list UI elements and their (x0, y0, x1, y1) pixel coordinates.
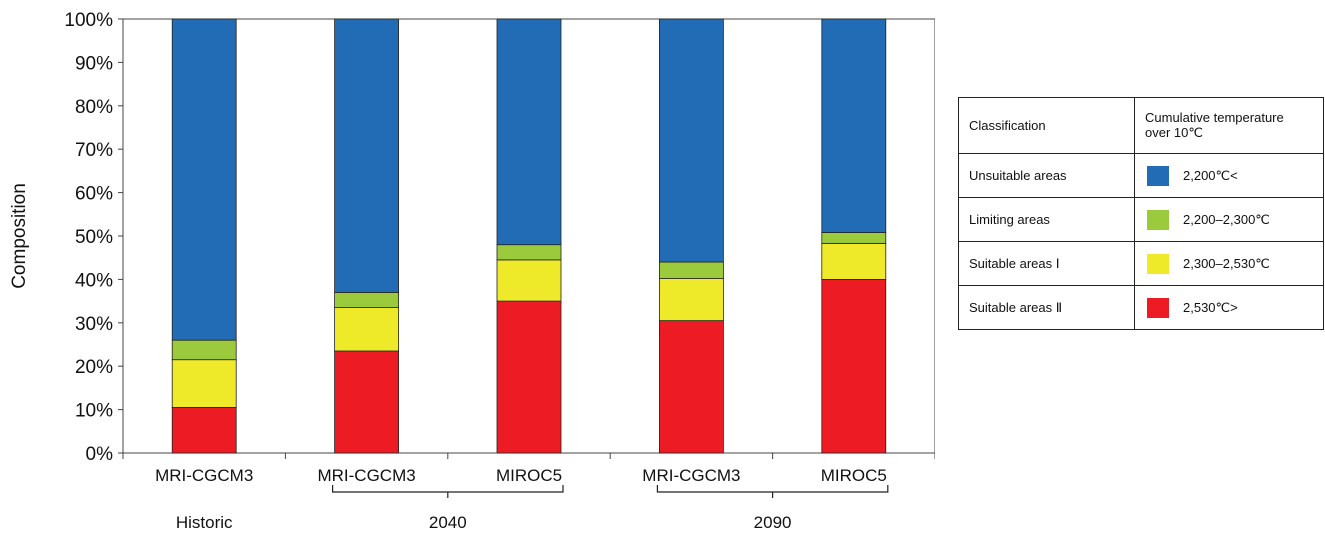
bar-segment (821, 242, 887, 280)
bar-segment (659, 278, 724, 322)
period-label: Historic (176, 513, 233, 532)
y-tick-label: 40% (75, 270, 113, 291)
legend-swatch-suitable-1 (1147, 253, 1169, 274)
bar-segment (171, 339, 237, 361)
bar-segment (659, 261, 724, 279)
bar-segment (334, 350, 400, 454)
legend-swatch-limiting (1147, 209, 1169, 230)
category-label: MRI-CGCM3 (317, 466, 415, 485)
legend-header-temperature-line2: over 10℃ (1145, 125, 1203, 140)
legend-row-name: Limiting areas (958, 197, 1135, 242)
bar-segment (171, 407, 237, 454)
y-tick-label: 100% (64, 10, 113, 31)
y-tick-label: 70% (75, 140, 113, 161)
legend-header-classification: Classification (958, 97, 1135, 154)
period-bracket (656, 485, 889, 498)
legend-row-name: Suitable areas Ⅰ (958, 241, 1135, 286)
bar-segment (496, 300, 562, 454)
legend-row-range: 2,300–2,530℃ (1183, 255, 1270, 271)
legend-row-range: 2,200℃< (1183, 167, 1238, 183)
bar-segment (334, 18, 400, 293)
legend-swatch-unsuitable (1147, 165, 1169, 186)
bar-segment (821, 278, 887, 454)
bar-segment (171, 18, 237, 341)
legend-header-temperature: Cumulative temperature over 10℃ (1134, 97, 1324, 154)
legend-row-unsuitable: Unsuitable areas 2,200℃< (958, 153, 1324, 198)
legend-row-suitable-1: Suitable areas Ⅰ 2,300–2,530℃ (958, 241, 1324, 286)
y-tick-label: 80% (75, 97, 113, 118)
bar-segment (496, 18, 562, 246)
category-label: MRI-CGCM3 (155, 466, 253, 485)
category-label: MRI-CGCM3 (642, 466, 740, 485)
legend-row-range: 2,200–2,300℃ (1183, 211, 1270, 227)
bar-segment (821, 232, 887, 244)
bar-segment (821, 18, 887, 233)
legend-row-name: Unsuitable areas (958, 153, 1135, 198)
legend-row-name: Suitable areas Ⅱ (958, 285, 1135, 330)
category-label: MIROC5 (496, 466, 562, 485)
legend-row-limiting: Limiting areas 2,200–2,300℃ (958, 197, 1324, 242)
period-label: 2090 (754, 513, 792, 532)
stacked-bar-chart: 0% 10% 20% 30% 40% 50% 60% 70% 80% 90% 100% Composi… (9, 10, 935, 532)
bar-segment (334, 307, 400, 352)
legend-row-range-cell: 2,530℃> (1134, 285, 1324, 330)
y-tick-label: 20% (75, 357, 113, 378)
legend-header-temperature-line1: Cumulative temperature (1145, 110, 1284, 125)
bar-segment (496, 259, 562, 302)
period-bracket (332, 485, 564, 498)
bar-segment (496, 244, 562, 261)
y-tick-label: 10% (75, 401, 113, 422)
legend-swatch-suitable-2 (1147, 297, 1169, 318)
bar-segment (659, 320, 724, 454)
y-tick-label: 50% (75, 227, 113, 248)
y-tick-label: 90% (75, 53, 113, 74)
bar-segment (659, 18, 724, 263)
bar-segment (334, 292, 400, 309)
legend-row-range-cell: 2,200℃< (1134, 153, 1324, 198)
y-axis-label: Composition (9, 183, 30, 289)
y-tick-label: 60% (75, 184, 113, 205)
bar-segment (171, 359, 237, 408)
period-label: 2040 (429, 513, 467, 532)
legend-row-range-cell: 2,300–2,530℃ (1134, 241, 1324, 286)
legend-row-range-cell: 2,200–2,300℃ (1134, 197, 1324, 242)
legend-table: Classification Cumulative temperature ov… (958, 97, 1324, 330)
legend-header-row: Classification Cumulative temperature ov… (958, 97, 1324, 154)
legend-row-suitable-2: Suitable areas Ⅱ 2,530℃> (958, 285, 1324, 330)
y-tick-label: 30% (75, 314, 113, 335)
category-label: MIROC5 (821, 466, 887, 485)
y-tick-label: 0% (86, 444, 114, 465)
legend-row-range: 2,530℃> (1183, 299, 1238, 315)
